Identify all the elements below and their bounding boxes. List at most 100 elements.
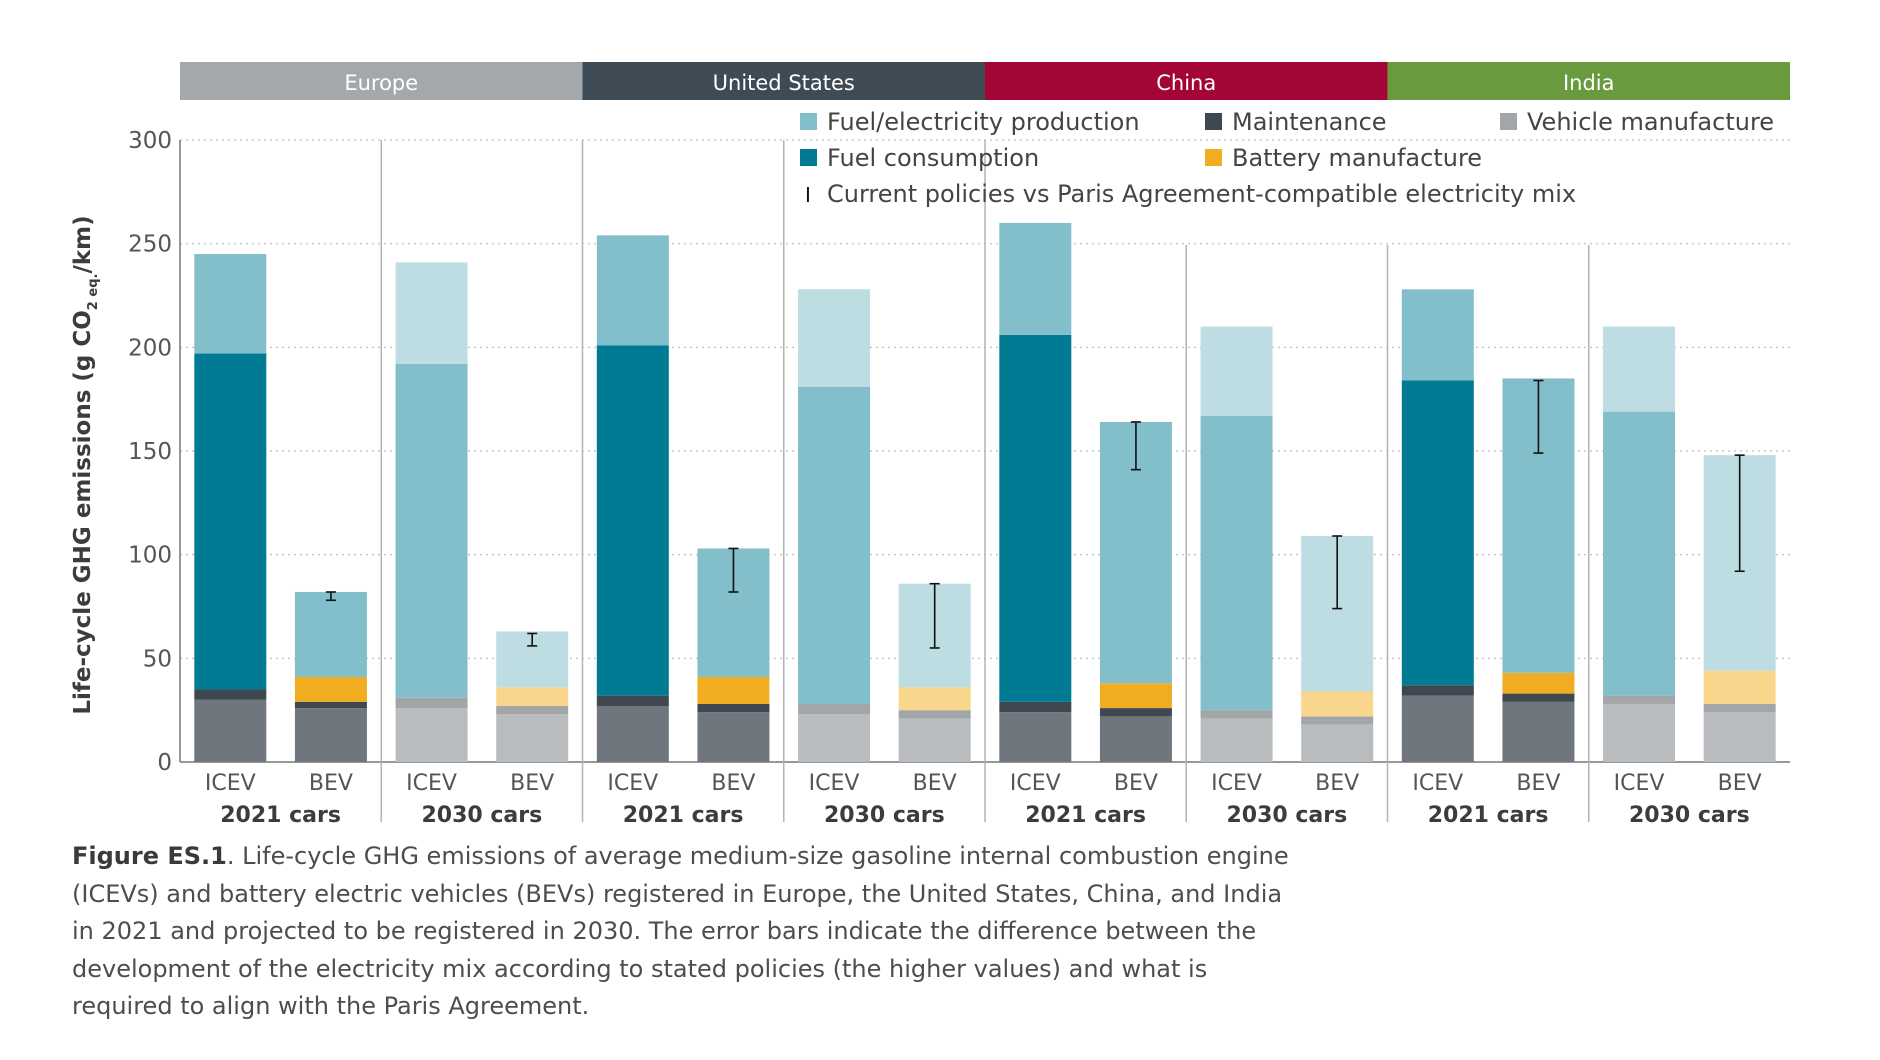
bar-segment-7-1-battery (1703, 670, 1776, 704)
region-header-3 (1387, 62, 1790, 100)
bar-segment-7-0-fuel_cons (1603, 411, 1676, 696)
legend-label-battery: Battery manufacture (1232, 144, 1482, 172)
x-tick-label-6-0: ICEV (1412, 771, 1463, 796)
y-tick-label-4: 200 (128, 335, 172, 361)
bar-segment-5-1-battery (1301, 691, 1374, 717)
bar-segment-1-0-vehicle (395, 708, 468, 762)
bar-segment-0-0-vehicle (194, 699, 267, 762)
y-axis-title: Life-cycle GHG emissions (g CO2 eq./km) (70, 215, 101, 714)
bar-segment-3-1-maint (898, 710, 971, 719)
figure-caption: Figure ES.1. Life-cycle GHG emissions of… (72, 838, 1292, 1026)
region-header-1 (582, 62, 985, 100)
bar-segment-5-0-maint (1200, 710, 1273, 719)
bar-segment-0-1-vehicle (294, 708, 367, 762)
bar-segment-4-0-vehicle (999, 712, 1072, 762)
x-tick-label-7-0: ICEV (1614, 771, 1665, 796)
group-label-6: 2021 cars (1428, 803, 1549, 828)
bar-segment-2-0-fuel_prod (596, 235, 669, 346)
bar-segment-5-1-vehicle (1301, 724, 1374, 762)
bar-segment-6-0-maint (1401, 685, 1474, 696)
bar-segment-5-1-maint (1301, 716, 1374, 725)
bar-segment-4-0-maint (999, 701, 1072, 713)
bar-segment-6-1-vehicle (1502, 701, 1575, 762)
bar-segment-1-1-maint (496, 706, 569, 715)
bar-segment-3-0-maint (798, 703, 871, 715)
emissions-chart: Europe United States China India 0 50 100 150 20… (70, 62, 1790, 828)
x-tick-label-1-1: BEV (510, 771, 554, 796)
bar-segment-3-1-battery (898, 687, 971, 711)
legend-swatch-vehicle (1500, 113, 1517, 130)
bar-segment-7-0-maint (1603, 695, 1676, 704)
legend-swatch-fuel_cons (800, 149, 817, 166)
caption-text: . Life-cycle GHG emissions of average me… (72, 842, 1289, 1020)
bar-segment-2-0-fuel_cons (596, 345, 669, 696)
bar-segment-7-0-vehicle (1603, 703, 1676, 762)
bar-segment-0-0-fuel_prod (194, 254, 267, 354)
bar-segment-6-1-maint (1502, 693, 1575, 702)
group-label-5: 2030 cars (1227, 803, 1348, 828)
x-tick-label-1-0: ICEV (406, 771, 457, 796)
bar-segment-1-1-vehicle (496, 714, 569, 762)
legend-swatch-maint (1205, 113, 1222, 130)
bar-segment-0-1-maint (294, 701, 367, 709)
group-label-3: 2030 cars (824, 803, 945, 828)
bar-segment-5-0-vehicle (1200, 718, 1273, 762)
legend-label-errorbar: Current policies vs Paris Agreement-comp… (827, 180, 1576, 208)
region-label-0: Europe (344, 71, 418, 95)
x-tick-label-0-0: ICEV (205, 771, 256, 796)
legend-errorbar-glyph: I (805, 183, 811, 207)
bar-segment-7-1-vehicle (1703, 712, 1776, 762)
x-tick-label-2-0: ICEV (607, 771, 658, 796)
legend-label-maint: Maintenance (1232, 108, 1387, 136)
y-tick-label-1: 50 (143, 646, 172, 672)
bar-segment-5-0-fuel_prod (1200, 326, 1273, 416)
bar-segment-1-0-maint (395, 697, 468, 709)
bar-segment-4-0-fuel_prod (999, 222, 1072, 335)
bar-segment-2-0-vehicle (596, 706, 669, 762)
bar-segment-7-1-maint (1703, 703, 1776, 713)
x-tick-label-3-1: BEV (913, 771, 957, 796)
bar-segment-1-0-fuel_cons (395, 363, 468, 698)
y-tick-label-3: 150 (128, 439, 172, 465)
bar-segment-6-0-fuel_cons (1401, 380, 1474, 686)
bar-segment-4-1-vehicle (1099, 716, 1172, 762)
region-header-2 (985, 62, 1388, 100)
region-label-2: China (1156, 71, 1216, 95)
bar-segment-4-1-battery (1099, 683, 1172, 709)
bar-segment-1-0-fuel_prod (395, 262, 468, 364)
bar-segment-5-0-fuel_cons (1200, 415, 1273, 711)
bar-segment-3-0-vehicle (798, 714, 871, 762)
legend-label-vehicle: Vehicle manufacture (1527, 108, 1774, 136)
bar-segment-6-0-fuel_prod (1401, 289, 1474, 381)
x-tick-label-3-0: ICEV (809, 771, 860, 796)
legend-label-fuel_prod: Fuel/electricity production (827, 108, 1140, 136)
x-tick-label-7-1: BEV (1718, 771, 1762, 796)
x-tick-label-2-1: BEV (711, 771, 755, 796)
y-tick-label-2: 100 (128, 543, 172, 569)
region-header-0 (180, 62, 583, 100)
y-tick-label-5: 250 (128, 232, 172, 258)
bar-segment-1-1-battery (496, 687, 569, 707)
legend-label-fuel_cons: Fuel consumption (827, 144, 1039, 172)
bar-segment-7-0-fuel_prod (1603, 326, 1676, 412)
legend-swatch-battery (1205, 149, 1222, 166)
bar-segment-2-1-vehicle (697, 712, 770, 762)
x-tick-label-4-0: ICEV (1010, 771, 1061, 796)
bar-segment-4-0-fuel_cons (999, 334, 1072, 702)
bar-segment-2-0-maint (596, 695, 669, 707)
bar-segment-6-0-vehicle (1401, 695, 1474, 762)
bar-segment-0-1-battery (294, 676, 367, 702)
bar-segment-3-1-vehicle (898, 718, 971, 762)
bar-segment-0-0-fuel_cons (194, 353, 267, 690)
caption-label: Figure ES.1 (72, 842, 227, 870)
group-label-2: 2021 cars (623, 803, 744, 828)
bar-segment-4-1-maint (1099, 708, 1172, 717)
x-tick-label-4-1: BEV (1114, 771, 1158, 796)
region-label-3: India (1563, 71, 1615, 95)
group-label-0: 2021 cars (220, 803, 341, 828)
bar-segment-6-1-battery (1502, 672, 1575, 694)
region-label-1: United States (713, 71, 855, 95)
y-tick-label-0: 0 (157, 750, 172, 776)
x-tick-label-5-0: ICEV (1211, 771, 1262, 796)
legend-swatch-fuel_prod (800, 113, 817, 130)
